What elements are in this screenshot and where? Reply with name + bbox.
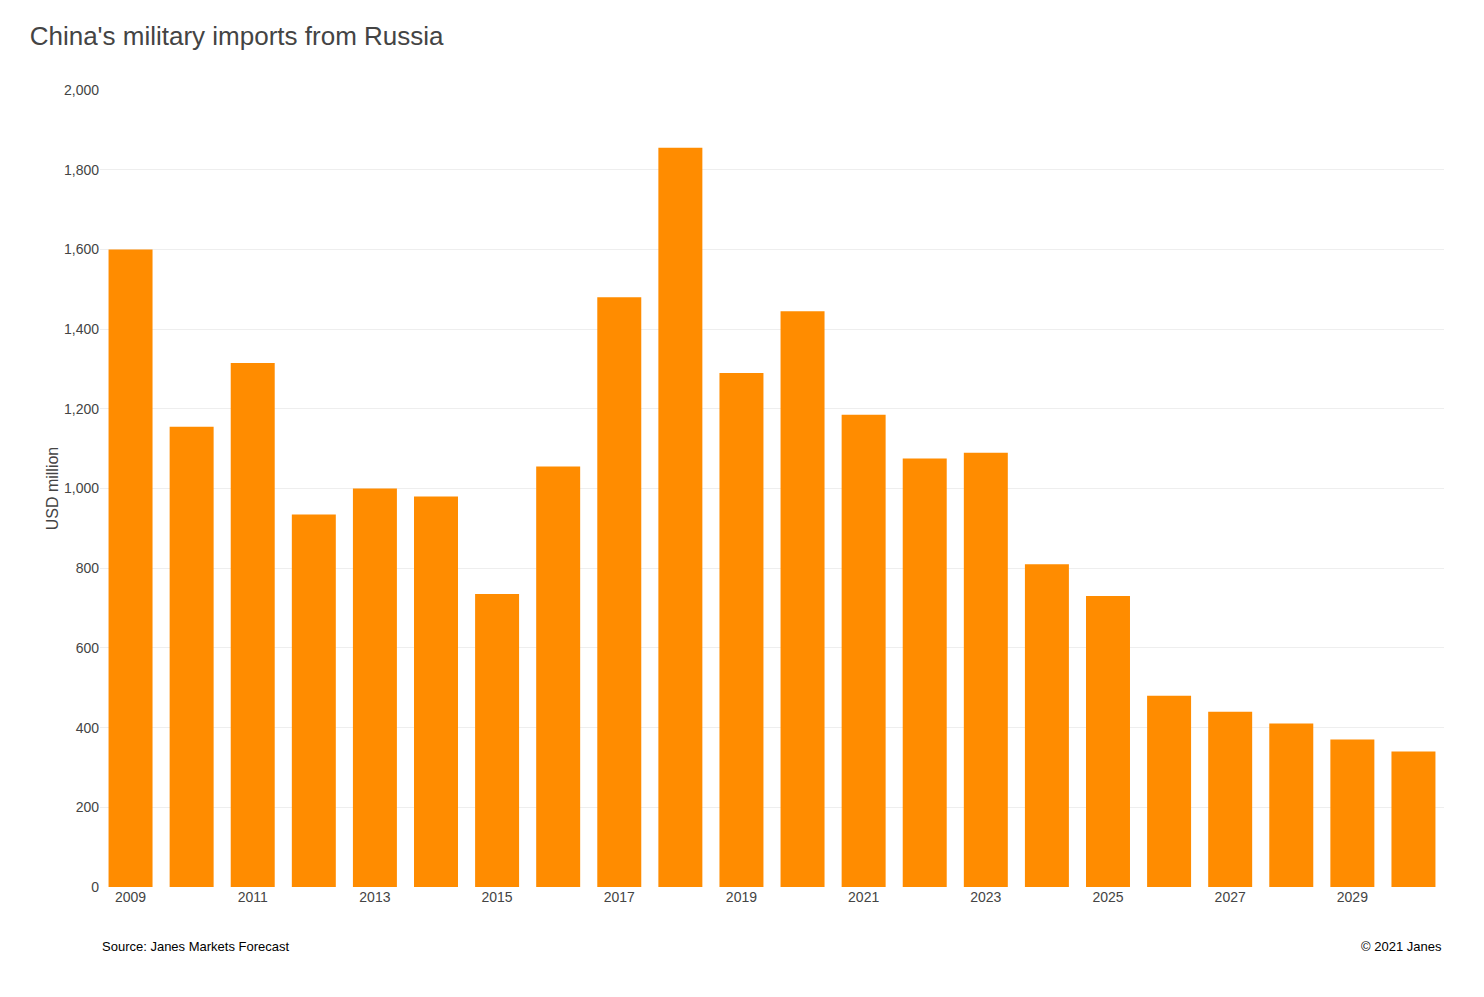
svg-text:© 2021 Janes: © 2021 Janes [1361,939,1442,954]
svg-text:400: 400 [76,720,100,736]
svg-text:800: 800 [76,560,100,576]
svg-text:200: 200 [76,799,100,815]
svg-text:1,600: 1,600 [64,241,99,257]
svg-text:2019: 2019 [726,889,757,905]
svg-text:2,000: 2,000 [64,82,99,98]
svg-text:1,200: 1,200 [64,401,99,417]
svg-text:2027: 2027 [1215,889,1246,905]
svg-text:0: 0 [91,879,99,895]
svg-text:2011: 2011 [238,889,268,905]
svg-text:2013: 2013 [359,889,390,905]
svg-text:2021: 2021 [848,889,879,905]
svg-text:2023: 2023 [970,889,1001,905]
svg-text:1,800: 1,800 [64,162,99,178]
svg-text:China's military imports from: China's military imports from Russia [30,21,444,51]
svg-text:1,400: 1,400 [64,321,99,337]
svg-text:2029: 2029 [1337,889,1368,905]
svg-text:Source: Janes Markets Forecast: Source: Janes Markets Forecast [102,939,290,954]
svg-text:600: 600 [76,640,100,656]
svg-text:2015: 2015 [482,889,513,905]
svg-text:USD million: USD million [44,447,61,531]
svg-text:2017: 2017 [604,889,635,905]
svg-text:2025: 2025 [1092,889,1123,905]
svg-text:2009: 2009 [115,889,146,905]
svg-text:1,000: 1,000 [64,480,99,496]
